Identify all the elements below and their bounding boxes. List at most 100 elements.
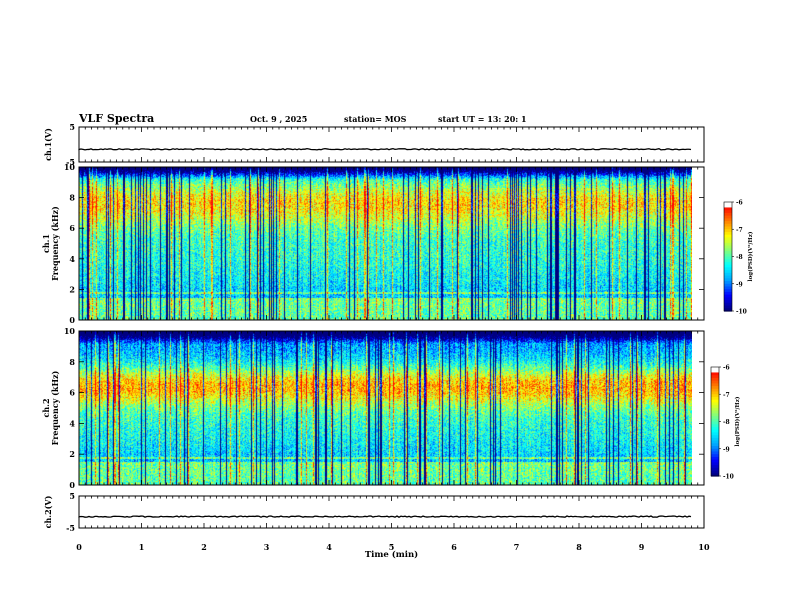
ch1-spectrogram-ylabel-channel: ch.1: [41, 234, 51, 253]
ch1-spectrogram-ytick-label: 2: [69, 284, 75, 294]
ch1-spectrogram-colorbar-cell: [724, 264, 732, 268]
ch1-spectrogram-raster: [79, 167, 692, 320]
figure-title: VLF Spectra: [79, 112, 155, 125]
ch2-spectrogram-ylabel-frequency: Frequency (kHz): [50, 370, 60, 445]
ch1-spectrogram-colorbar-cell: [724, 267, 732, 271]
ch2-spectrogram-colorbar-cell: [711, 459, 719, 463]
ch1-spectrogram-colorbar-cell: [724, 231, 732, 236]
ch1-spectrogram-colorbar-cell: [724, 223, 732, 228]
ch1-spectrogram-colorbar-cell: [724, 300, 732, 304]
ch2-waveform-ytick-label: -5: [66, 523, 75, 533]
time-xtick-label: 7: [514, 542, 520, 552]
ch2-spectrogram-colorbar-cell: [711, 470, 719, 474]
ch2-spectrogram-colorbar-cell: [711, 383, 719, 387]
station-label: station= MOS: [344, 114, 407, 124]
ch2-spectrogram-colorbar-cell: [711, 367, 719, 371]
start-ut-label: start UT = 13: 20: 1: [438, 114, 527, 124]
ch1-spectrogram-colorbar-cell: [724, 272, 732, 277]
ch2-spectrogram-colorbar-tick-label: -7: [723, 392, 730, 399]
ch2-spectrogram-colorbar-cell: [711, 410, 719, 414]
ch1-spectrogram-ytick-label: 8: [69, 193, 75, 203]
ch2-spectrogram-colorbar-cell: [711, 465, 719, 469]
ch2-spectrogram-ylabel-channel: ch.2: [41, 398, 51, 417]
ch2-spectrogram-colorbar-cell: [711, 429, 719, 433]
ch2-spectrogram-colorbar-cell: [711, 396, 719, 401]
ch2-spectrogram-colorbar-tick-label: -8: [723, 419, 730, 426]
ch1-spectrogram-colorbar-cell: [724, 245, 732, 249]
ch1-spectrogram-colorbar-cell: [724, 305, 732, 309]
ch2-spectrogram-colorbar-cell: [711, 394, 719, 398]
ch1-spectrogram-colorbar-cell: [724, 207, 732, 211]
ch2-spectrogram-raster: [79, 331, 692, 485]
time-xtick-label: 6: [451, 542, 457, 552]
ch2-spectrogram-ytick-label: 2: [69, 449, 75, 459]
time-xtick-label: 5: [389, 542, 395, 552]
ch1-spectrogram-colorbar-cell: [724, 210, 732, 214]
ch2-spectrogram-colorbar-cell: [711, 413, 719, 417]
ch2-spectrogram-colorbar-cell: [711, 426, 719, 431]
ch2-spectrogram-colorbar-label: log(PSD)(V²/Hz): [734, 396, 741, 446]
ch1-spectrogram-colorbar-cell: [724, 281, 732, 285]
ch1-spectrogram-colorbar-cell: [724, 204, 732, 209]
ch1-spectrogram-colorbar-tick-label: -9: [736, 281, 743, 288]
ch1-spectrogram-ytick-label: 6: [69, 223, 75, 233]
ch1-spectrogram-colorbar-cell: [724, 289, 732, 293]
ch2-spectrogram-colorbar-cell: [711, 375, 719, 379]
ch2-spectrogram-colorbar-cell: [711, 454, 719, 458]
ch2-spectrogram-colorbar-cell: [711, 407, 719, 412]
ch1-waveform-ytick-label: -5: [66, 157, 75, 167]
ch2-spectrogram-colorbar-cell: [711, 399, 719, 404]
ch2-waveform-ytick-label: 5: [69, 491, 75, 501]
ch1-spectrogram-colorbar-cell: [724, 261, 732, 266]
ch1-spectrogram-colorbar-cell: [724, 297, 732, 301]
ch2-spectrogram-colorbar-cell: [711, 388, 719, 393]
ch2-spectrogram-colorbar-cell: [711, 369, 719, 374]
time-xtick-label: 0: [76, 542, 82, 552]
time-xtick-label: 8: [576, 542, 582, 552]
ch1-spectrogram-colorbar-tick-label: -8: [736, 254, 743, 261]
ch1-spectrogram-colorbar-cell: [724, 218, 732, 222]
ch1-spectrogram-colorbar-tick-label: -6: [736, 200, 743, 207]
ch2-spectrogram-colorbar-tick-label: -6: [723, 365, 730, 372]
ch1-spectrogram-colorbar-cell: [724, 221, 732, 225]
ch1-spectrogram-colorbar-cell: [724, 229, 732, 233]
time-xlabel: Time (min): [365, 549, 418, 560]
ch1-spectrogram-colorbar-tick-label: -10: [736, 309, 747, 316]
ch1-spectrogram-colorbar-cell: [724, 215, 732, 219]
ch1-spectrogram-ytick-label: 4: [69, 254, 75, 264]
ch1-spectrogram-colorbar-cell: [724, 212, 732, 217]
ch2-spectrogram-colorbar-cell: [711, 391, 719, 395]
ch2-spectrogram-colorbar-cell: [711, 424, 719, 428]
ch1-spectrogram-colorbar-cell: [724, 283, 732, 288]
ch2-spectrogram-colorbar-cell: [711, 462, 719, 466]
ch1-spectrogram-colorbar-cell: [724, 302, 732, 307]
ch2-spectrogram-colorbar-cell: [711, 418, 719, 423]
ch1-spectrogram-ytick-label: 0: [69, 315, 75, 325]
ch2-spectrogram-ytick-label: 8: [69, 357, 75, 367]
ch1-spectrogram-colorbar-cell: [724, 251, 732, 255]
ch2-spectrogram-ytick-label: 6: [69, 388, 75, 398]
ch2-spectrogram-colorbar-cell: [711, 456, 719, 461]
ch1-spectrogram-colorbar-cell: [724, 202, 732, 206]
ch2-spectrogram-colorbar-cell: [711, 440, 719, 444]
ch1-spectrogram-colorbar-cell: [724, 278, 732, 282]
ch2-spectrogram-colorbar-cell: [711, 372, 719, 376]
ch1-spectrogram-colorbar-tick-label: -7: [736, 227, 743, 234]
ch1-spectrogram-colorbar-cell: [724, 286, 732, 290]
time-xtick-label: 2: [201, 542, 207, 552]
ch2-waveform-trace: [78, 515, 692, 518]
ch1-waveform-ylabel: ch.1(V): [43, 128, 53, 161]
ch2-spectrogram-colorbar-cell: [711, 443, 719, 447]
time-xtick-label: 9: [639, 542, 645, 552]
ch2-spectrogram-colorbar-cell: [711, 377, 719, 382]
ch1-spectrogram-colorbar-cell: [724, 308, 732, 312]
ch2-spectrogram-colorbar-cell: [711, 432, 719, 436]
ch1-spectrogram-colorbar-cell: [724, 248, 732, 252]
ch1-waveform-frame: [78, 126, 705, 163]
time-xtick-label: 4: [326, 542, 332, 552]
ch2-spectrogram-ytick-label: 0: [69, 480, 75, 490]
time-xtick-label: 10: [698, 542, 710, 552]
ch2-spectrogram-colorbar-tick-label: -10: [723, 474, 734, 481]
ch1-spectrogram-colorbar-cell: [724, 242, 732, 247]
